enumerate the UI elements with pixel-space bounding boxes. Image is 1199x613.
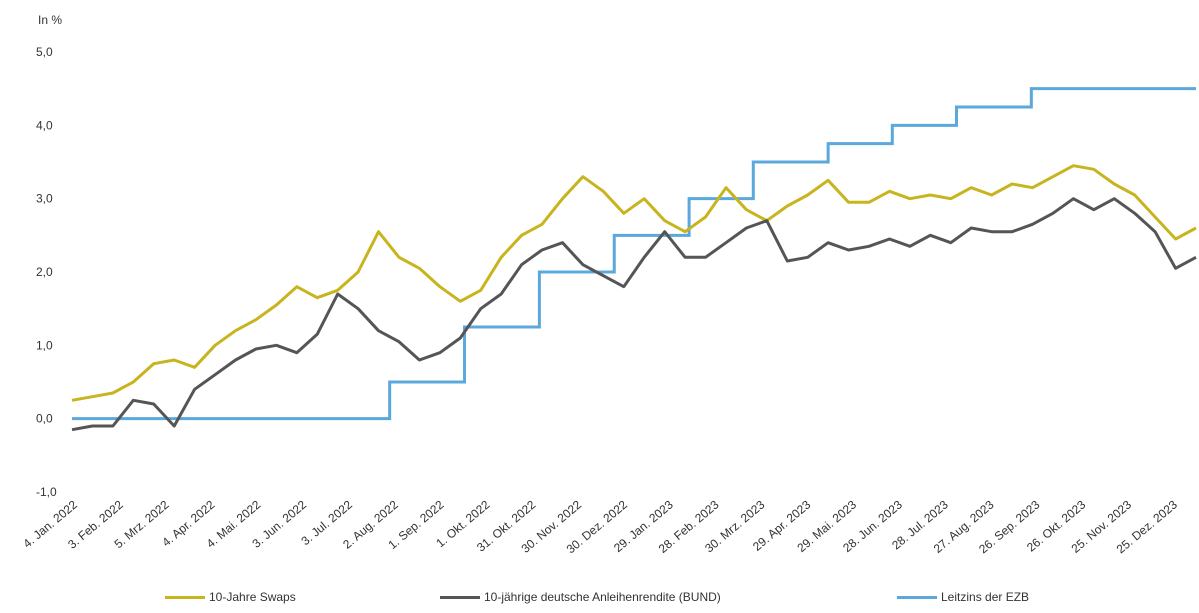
- legend: 10-Jahre Swaps 10-jährige deutsche Anlei…: [0, 590, 1199, 610]
- legend-item-swaps: 10-Jahre Swaps: [165, 590, 296, 604]
- y-tick-label: 1,0: [36, 338, 53, 352]
- series-line-swaps: [72, 166, 1196, 401]
- y-tick-label: 3,0: [36, 192, 53, 206]
- series-line-bund: [72, 199, 1196, 430]
- y-tick-label: 2,0: [36, 265, 53, 279]
- y-tick-label: 0,0: [36, 412, 53, 426]
- y-tick-label: -1,0: [36, 485, 57, 499]
- legend-label-swaps: 10-Jahre Swaps: [209, 590, 296, 604]
- y-tick-label: 5,0: [36, 45, 53, 59]
- y-tick-label: 4,0: [36, 118, 53, 132]
- legend-swatch-ecb: [897, 596, 937, 599]
- y-axis-ticks: 5,0 4,0 3,0 2,0 1,0 0,0 -1,0: [36, 45, 57, 499]
- legend-swatch-swaps: [165, 596, 205, 599]
- series-line-ecb-rate: [72, 89, 1196, 419]
- legend-label-bund: 10-jährige deutsche Anleihenrendite (BUN…: [484, 590, 721, 604]
- legend-item-ecb: Leitzins der EZB: [897, 590, 1029, 604]
- plot-lines: [72, 89, 1196, 430]
- y-axis-unit-label: In %: [38, 13, 62, 27]
- legend-swatch-bund: [440, 596, 480, 599]
- legend-label-ecb: Leitzins der EZB: [941, 590, 1029, 604]
- legend-item-bund: 10-jährige deutsche Anleihenrendite (BUN…: [440, 590, 721, 604]
